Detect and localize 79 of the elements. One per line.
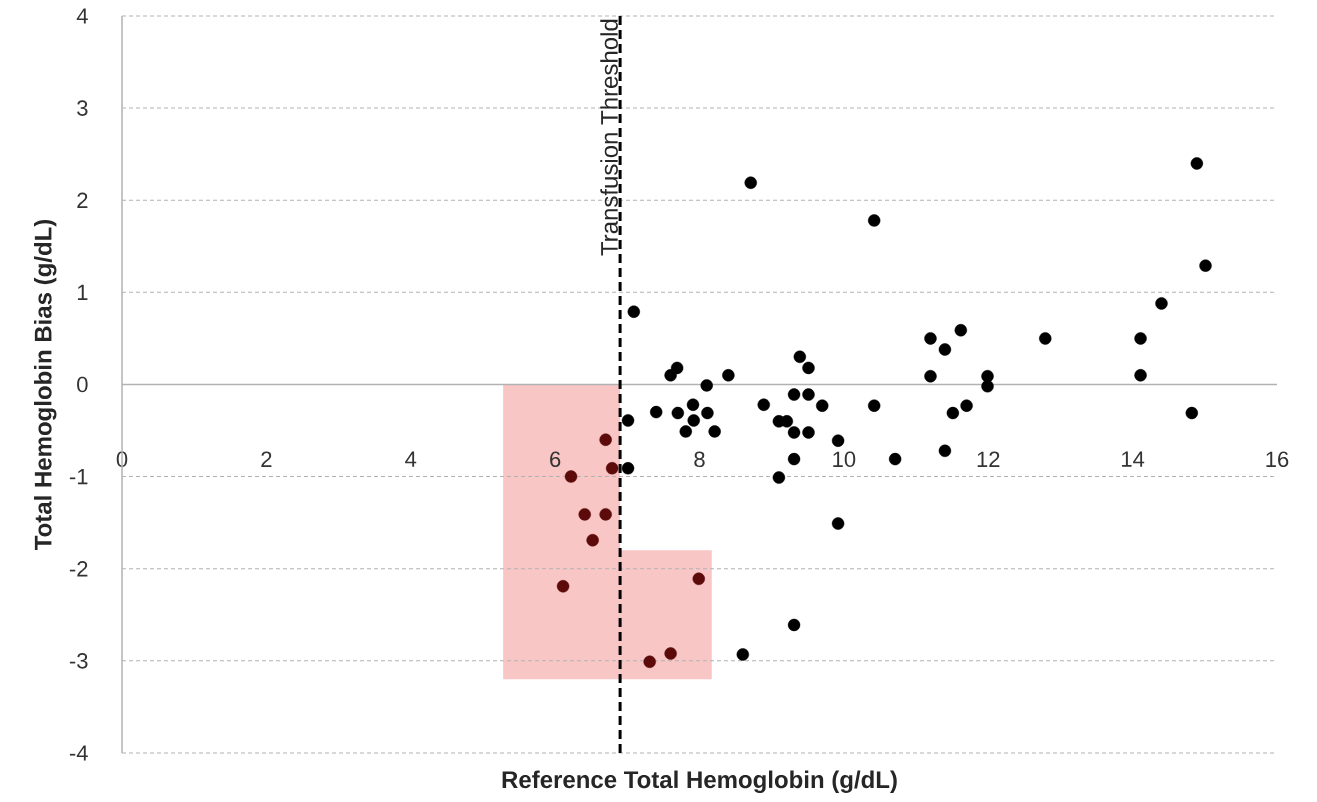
x-axis-title: Reference Total Hemoglobin (g/dL): [502, 770, 897, 793]
point: [664, 647, 677, 660]
point: [701, 406, 714, 420]
y-axis-title: Total Hemoglobin Bias (g/dL): [34, 219, 57, 550]
point: [802, 388, 815, 401]
x-tick-label: 14: [1122, 451, 1145, 467]
point: [981, 369, 994, 383]
point: [670, 361, 684, 375]
point: [802, 361, 815, 375]
point: [867, 399, 881, 412]
y-tick-label: -2: [69, 561, 88, 577]
point: [700, 379, 713, 392]
point: [938, 444, 952, 458]
point: [621, 414, 635, 427]
y-tick-label: 0: [77, 376, 88, 393]
point: [649, 405, 663, 419]
point: [816, 399, 829, 412]
y-tick-label: 4: [76, 8, 88, 24]
point: [946, 406, 960, 420]
point: [599, 508, 612, 521]
point: [787, 426, 801, 439]
point: [772, 471, 786, 484]
point: [736, 648, 750, 661]
point: [643, 655, 656, 668]
point: [1199, 259, 1212, 272]
point: [578, 508, 591, 521]
point: [671, 406, 685, 420]
point: [924, 332, 937, 345]
point: [1134, 369, 1147, 382]
x-tick-label: 6: [550, 451, 561, 468]
point: [1134, 332, 1147, 345]
y-tick-label: 1: [77, 284, 88, 300]
x-tick-label: 10: [833, 451, 856, 468]
point: [1190, 157, 1204, 170]
point: [802, 426, 815, 439]
x-tick-label: 0: [116, 451, 128, 468]
point: [787, 452, 801, 466]
y-tick-label: -1: [69, 469, 88, 485]
point: [793, 350, 807, 364]
point: [960, 399, 973, 412]
y-tick-label: -4: [69, 745, 88, 761]
point: [708, 425, 721, 438]
point: [564, 470, 578, 483]
point: [627, 305, 641, 318]
ref-line-label: Transfusion Threshold: [600, 19, 618, 256]
x-tick-label: 16: [1266, 451, 1289, 468]
point: [556, 580, 570, 593]
point: [744, 176, 757, 189]
point: [605, 462, 619, 475]
point: [692, 572, 705, 586]
point: [780, 415, 794, 428]
point: [679, 425, 692, 438]
point: [787, 618, 801, 632]
x-tick-label: 4: [405, 451, 417, 467]
point: [599, 433, 612, 446]
point: [831, 517, 845, 530]
point: [981, 380, 994, 393]
point: [867, 214, 881, 227]
point: [954, 323, 968, 337]
point: [1039, 332, 1052, 345]
point: [722, 369, 735, 382]
point: [938, 343, 952, 356]
point: [1155, 297, 1168, 310]
y-tick-label: 3: [77, 100, 88, 116]
point: [757, 398, 770, 411]
point: [687, 414, 700, 427]
y-tick-label: -3: [69, 653, 88, 669]
x-tick-label: 12: [977, 451, 1000, 467]
y-tick-label: 2: [77, 192, 88, 208]
point: [586, 533, 599, 547]
point: [787, 388, 801, 401]
point: [686, 398, 700, 411]
point: [924, 369, 937, 383]
point: [1185, 406, 1199, 420]
point: [888, 452, 902, 466]
point: [621, 462, 635, 475]
x-tick-label: 8: [694, 451, 705, 468]
x-tick-label: 2: [261, 451, 272, 467]
point: [831, 434, 845, 447]
